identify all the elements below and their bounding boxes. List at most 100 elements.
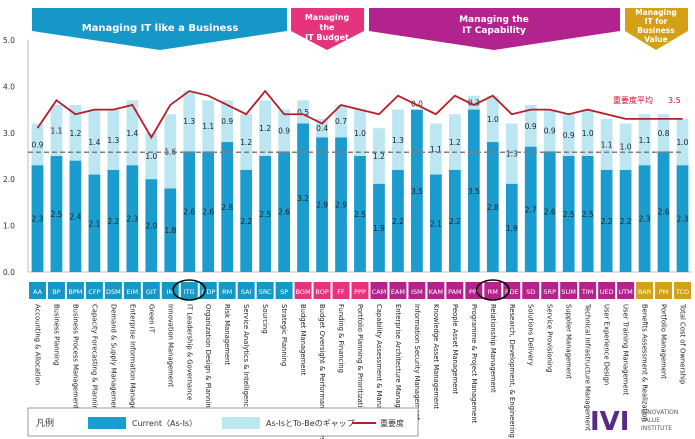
capability-name: Innovation Management: [166, 304, 174, 387]
bar-current-rm: [221, 142, 234, 272]
legend-label-current: Current（As-Is）: [132, 419, 197, 428]
value-label-current: 2.0: [145, 222, 157, 231]
highlight-circle: [475, 279, 510, 301]
value-label-current: 1.8: [164, 226, 176, 235]
code-label: CFP: [88, 288, 100, 296]
capability-name: Demand & Supply Management: [109, 304, 117, 413]
bar-current-bop: [316, 137, 328, 272]
value-label-current: 2.5: [50, 210, 62, 219]
bar-gap-rm: [486, 95, 499, 143]
bar-current-src: [259, 156, 272, 272]
code-badge-bpm: [66, 282, 84, 299]
value-label-gap: 0.3: [468, 99, 480, 108]
bar-gap-dsm: [107, 109, 120, 170]
value-label-current: 2.3: [639, 215, 651, 224]
bar-current-git: [145, 179, 158, 272]
bar-gap-bgm: [297, 100, 309, 124]
bar-current-aa: [31, 165, 44, 272]
value-label-current: 2.6: [278, 208, 290, 217]
value-label-gap: 0.9: [32, 140, 44, 149]
code-badge-cfp: [85, 282, 103, 299]
code-label: GIT: [146, 288, 157, 296]
bar-current-eim: [126, 165, 139, 272]
logo-line-1: INNOVATION: [641, 409, 678, 416]
y-tick-label: 1.0: [3, 222, 15, 231]
bar-current-kam: [430, 174, 442, 272]
value-label-current: 2.2: [392, 217, 404, 226]
bar-current-itg: [183, 151, 196, 272]
code-label: RM: [488, 288, 498, 296]
code-label: BP: [52, 288, 60, 296]
code-badge-ism: [408, 282, 426, 299]
capability-name: People Asset Management: [451, 304, 459, 395]
value-label-gap: 1.2: [449, 138, 461, 147]
capability-name: Knowledge Asset Management: [432, 304, 440, 409]
bar-gap-itg: [183, 91, 196, 152]
y-tick-label: 5.0: [3, 36, 15, 45]
capability-name: Organization Design & Planning: [204, 304, 212, 412]
capability-name: Technical Infrastructure Management: [584, 303, 592, 431]
capability-name: Business Planning: [52, 304, 60, 365]
capability-name: Budget Oversight & Performance Analysis: [318, 304, 326, 439]
value-label-gap: 0.9: [221, 117, 233, 126]
code-label: UTM: [618, 288, 632, 296]
bar-current-tim: [581, 156, 594, 272]
code-label: SP: [280, 288, 288, 296]
code-badge-rm: [218, 282, 236, 299]
capability-name: Supplier Management: [565, 304, 573, 379]
code-badge-kam: [427, 282, 445, 299]
value-label-current: 2.9: [335, 201, 347, 210]
value-label-current: 2.7: [525, 205, 537, 214]
code-label: RM: [222, 288, 232, 296]
value-label-gap: 1.1: [639, 136, 651, 145]
value-label-gap: 1.3: [107, 136, 119, 145]
legend-title: 凡例: [36, 417, 54, 429]
capability-name: Programme & Project Management: [470, 304, 478, 424]
code-label: SD: [526, 288, 535, 296]
code-badge-pm: [655, 282, 673, 299]
value-label-gap: 0.7: [335, 117, 347, 126]
bar-current-sai: [240, 169, 253, 272]
bar-current-sd: [524, 146, 537, 272]
code-label: ITG: [184, 288, 195, 296]
value-label-gap: 1.4: [126, 129, 138, 138]
value-label-current: 2.2: [449, 217, 461, 226]
bar-gap-git: [145, 132, 158, 180]
code-badge-cam: [370, 282, 388, 299]
legend-swatch-gap: [222, 417, 260, 429]
value-label-current: 2.1: [88, 219, 100, 228]
value-label-current: 2.8: [221, 203, 233, 212]
ivi-logo: IVI INNOVATION VALUE INSTITUTE: [590, 407, 678, 437]
bar-gap-eam: [392, 109, 404, 170]
bar-gap-ued: [600, 118, 613, 170]
capability-name: Risk Management: [223, 304, 231, 365]
value-label-gap: 1.2: [69, 129, 81, 138]
code-label: DSM: [106, 288, 121, 296]
code-badge-itg: [180, 282, 198, 299]
capability-name: Service Provisioning: [546, 304, 554, 372]
bar-current-bar: [638, 165, 651, 272]
capability-name: Service Analytics & Intelligence: [242, 304, 250, 411]
code-badge-bar: [636, 282, 654, 299]
code-badge-eam: [389, 282, 407, 299]
code-badge-bp: [47, 282, 65, 299]
value-label-current: 2.2: [620, 217, 632, 226]
bar-gap-sum: [562, 114, 575, 156]
code-label: KAM: [429, 288, 443, 296]
bar-gap-ppi: [467, 95, 480, 110]
bar-current-rm: [486, 142, 499, 272]
bar-current-dsm: [107, 169, 120, 272]
bar-gap-ff: [335, 104, 347, 138]
code-label: PPP: [354, 288, 366, 296]
bar-gap-tco: [676, 118, 689, 166]
code-badge-bgm: [294, 282, 312, 299]
code-label: SUM: [561, 288, 576, 296]
category-label-business: Managing IT like a Business: [82, 23, 239, 34]
importance-avg-label: 重要度平均: [613, 95, 653, 105]
capability-name: Benefits Assessment & Realization: [641, 304, 649, 422]
bar-current-ppp: [354, 156, 366, 272]
category-banner-capability: [369, 8, 620, 50]
code-badge-utm: [617, 282, 635, 299]
value-label-gap: 1.1: [202, 122, 214, 131]
